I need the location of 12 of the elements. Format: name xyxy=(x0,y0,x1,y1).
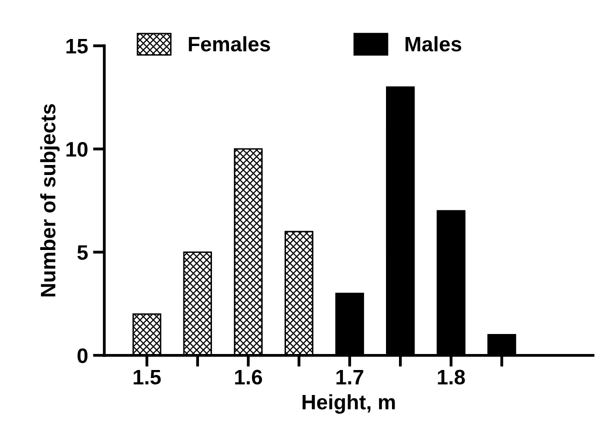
x-tick-label: 1.5 xyxy=(134,370,161,385)
x-tick-label: 1.8 xyxy=(438,370,465,385)
y-tick-label: 10 xyxy=(66,142,88,157)
legend-label: Males xyxy=(406,36,462,52)
y-tick-label: 0 xyxy=(78,348,88,364)
y-tick-label: 15 xyxy=(66,38,88,54)
x-axis-title: Height, m xyxy=(302,394,395,414)
y-tick-label: 5 xyxy=(77,245,88,260)
y-axis-title: Number of subjects xyxy=(40,104,60,296)
legend-label: Females xyxy=(188,36,270,52)
x-tick-label: 1.7 xyxy=(336,370,364,384)
x-tick-label: 1.6 xyxy=(235,370,262,385)
